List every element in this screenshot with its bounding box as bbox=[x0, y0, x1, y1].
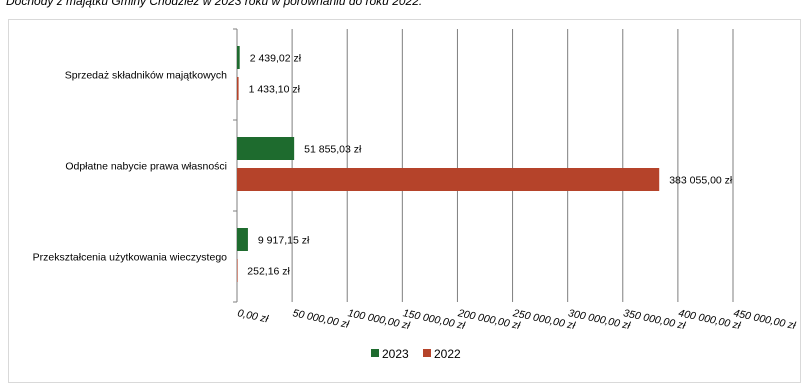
x-tick-label: 0,00 zł bbox=[236, 307, 269, 325]
category-label: Odpłatne nabycie prawa własności bbox=[65, 161, 227, 173]
legend-label: 2023 bbox=[382, 347, 409, 361]
legend-label: 2022 bbox=[434, 347, 461, 361]
x-tick-label: 200 000,00 zł bbox=[456, 307, 522, 332]
data-label: 51 855,03 zł bbox=[304, 144, 362, 156]
bar-2023 bbox=[237, 228, 248, 251]
legend-swatch-2022 bbox=[423, 349, 431, 357]
legend-swatch-2023 bbox=[371, 349, 379, 357]
chart-frame bbox=[8, 19, 801, 383]
x-tick-label: 400 000,00 zł bbox=[677, 307, 742, 332]
x-tick-label: 250 000,00 zł bbox=[511, 307, 577, 332]
x-tick-label: 100 000,00 zł bbox=[347, 307, 412, 332]
data-label: 252,16 zł bbox=[247, 266, 290, 278]
data-label: 9 917,15 zł bbox=[258, 235, 310, 247]
bar-2022 bbox=[237, 168, 660, 191]
chart-caption: Dochody z majątku Gminy Chodzież w 2023 … bbox=[6, 0, 423, 8]
category-label: Sprzedaż składników majątkowych bbox=[65, 70, 227, 82]
data-label: 383 055,00 zł bbox=[669, 175, 733, 187]
data-label: 1 433,10 zł bbox=[249, 84, 301, 96]
bar-2023 bbox=[237, 137, 295, 160]
x-tick-label: 300 000,00 zł bbox=[567, 307, 632, 332]
category-label: Przekształcenia użytkowania wieczystego bbox=[33, 252, 227, 264]
bar-2022 bbox=[237, 77, 239, 100]
bar-2023 bbox=[237, 46, 240, 69]
bar-2022 bbox=[237, 259, 238, 282]
x-tick-label: 50 000,00 zł bbox=[291, 307, 350, 331]
x-tick-label: 350 000,00 zł bbox=[622, 307, 687, 332]
data-label: 2 439,02 zł bbox=[250, 53, 302, 65]
x-tick-label: 450 000,00 zł bbox=[732, 307, 797, 332]
x-tick-label: 150 000,00 zł bbox=[402, 307, 467, 332]
